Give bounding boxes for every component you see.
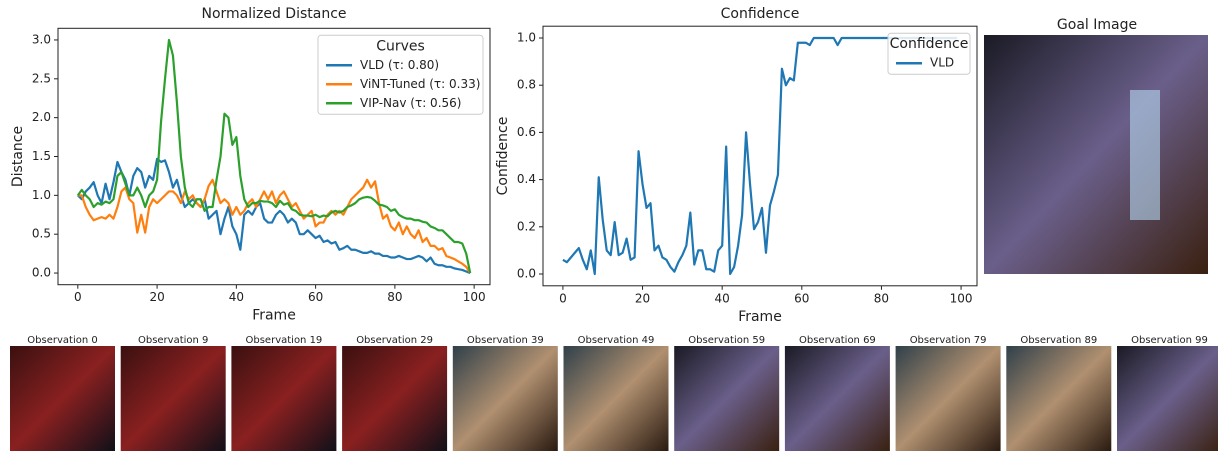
legend-label: VIP-Nav (τ: 0.56) <box>360 96 461 110</box>
observation-title: Observation 0 <box>27 335 97 346</box>
x-tick-label: 0 <box>559 291 567 305</box>
observation-image <box>10 346 115 451</box>
observation-title: Observation 89 <box>1020 335 1097 346</box>
observation-title: Observation 49 <box>578 335 655 346</box>
y-tick-label: 0.0 <box>32 266 51 280</box>
observation-title: Observation 99 <box>1131 335 1208 346</box>
legend-title: Confidence <box>890 36 969 52</box>
observation-title: Observation 39 <box>467 335 544 346</box>
x-axis-label: Frame <box>738 309 782 325</box>
legend-label: ViNT-Tuned (τ: 0.33) <box>360 77 480 91</box>
observation-title: Observation 69 <box>799 335 876 346</box>
x-tick-label: 40 <box>715 291 730 305</box>
x-axis-label: Frame <box>252 308 296 324</box>
y-axis-label: Distance <box>10 126 26 187</box>
y-tick-label: 1.0 <box>517 31 536 45</box>
legend-title: Curves <box>376 38 425 54</box>
y-tick-label: 2.5 <box>32 71 51 85</box>
observation-image <box>1117 346 1218 451</box>
chart-title: Normalized Distance <box>201 6 346 22</box>
chart-title: Confidence <box>721 6 800 22</box>
y-tick-label: 0.4 <box>517 172 536 186</box>
y-tick-label: 1.5 <box>32 149 51 163</box>
goal-image-title: Goal Image <box>1057 17 1137 33</box>
legend-label: VLD (τ: 0.80) <box>360 58 439 72</box>
y-tick-label: 0.0 <box>517 267 536 281</box>
observation-image <box>895 346 1001 451</box>
observation-image <box>452 346 558 451</box>
x-tick-label: 60 <box>308 290 323 304</box>
observation-title: Observation 59 <box>688 335 765 346</box>
x-tick-label: 20 <box>149 290 164 304</box>
plot-frame <box>542 25 978 287</box>
observation-image <box>784 346 890 451</box>
x-tick-label: 100 <box>950 291 973 305</box>
x-tick-label: 20 <box>635 291 650 305</box>
x-tick-label: 80 <box>387 290 402 304</box>
y-tick-label: 0.6 <box>517 125 536 139</box>
goal-image-window <box>1130 90 1160 220</box>
observation-title: Observation 29 <box>356 335 433 346</box>
x-tick-label: 80 <box>874 291 889 305</box>
goal-image <box>984 35 1208 274</box>
observation-image <box>674 346 780 451</box>
observation-title: Observation 9 <box>138 335 208 346</box>
observation-image <box>120 346 226 451</box>
y-tick-label: 2.0 <box>32 110 51 124</box>
y-tick-label: 0.5 <box>32 227 51 241</box>
x-tick-label: 0 <box>74 290 82 304</box>
series-line <box>77 178 472 274</box>
x-tick-label: 40 <box>229 290 244 304</box>
plot-frame <box>57 27 491 286</box>
observation-image <box>1006 346 1112 451</box>
observation-title: Observation 19 <box>246 335 323 346</box>
y-tick-label: 0.2 <box>517 219 536 233</box>
y-axis-label: Confidence <box>495 117 511 196</box>
observation-image <box>342 346 448 451</box>
y-tick-label: 0.8 <box>517 78 536 92</box>
observation-image <box>563 346 669 451</box>
legend-label: VLD <box>930 56 954 70</box>
series-line <box>76 38 472 274</box>
legend-box <box>317 34 484 115</box>
x-tick-label: 60 <box>794 291 809 305</box>
x-tick-label: 100 <box>463 290 486 304</box>
observation-title: Observation 79 <box>910 335 987 346</box>
y-tick-label: 1.0 <box>32 188 51 202</box>
observation-image <box>231 346 337 451</box>
y-tick-label: 3.0 <box>32 32 51 46</box>
series-line <box>77 157 471 275</box>
